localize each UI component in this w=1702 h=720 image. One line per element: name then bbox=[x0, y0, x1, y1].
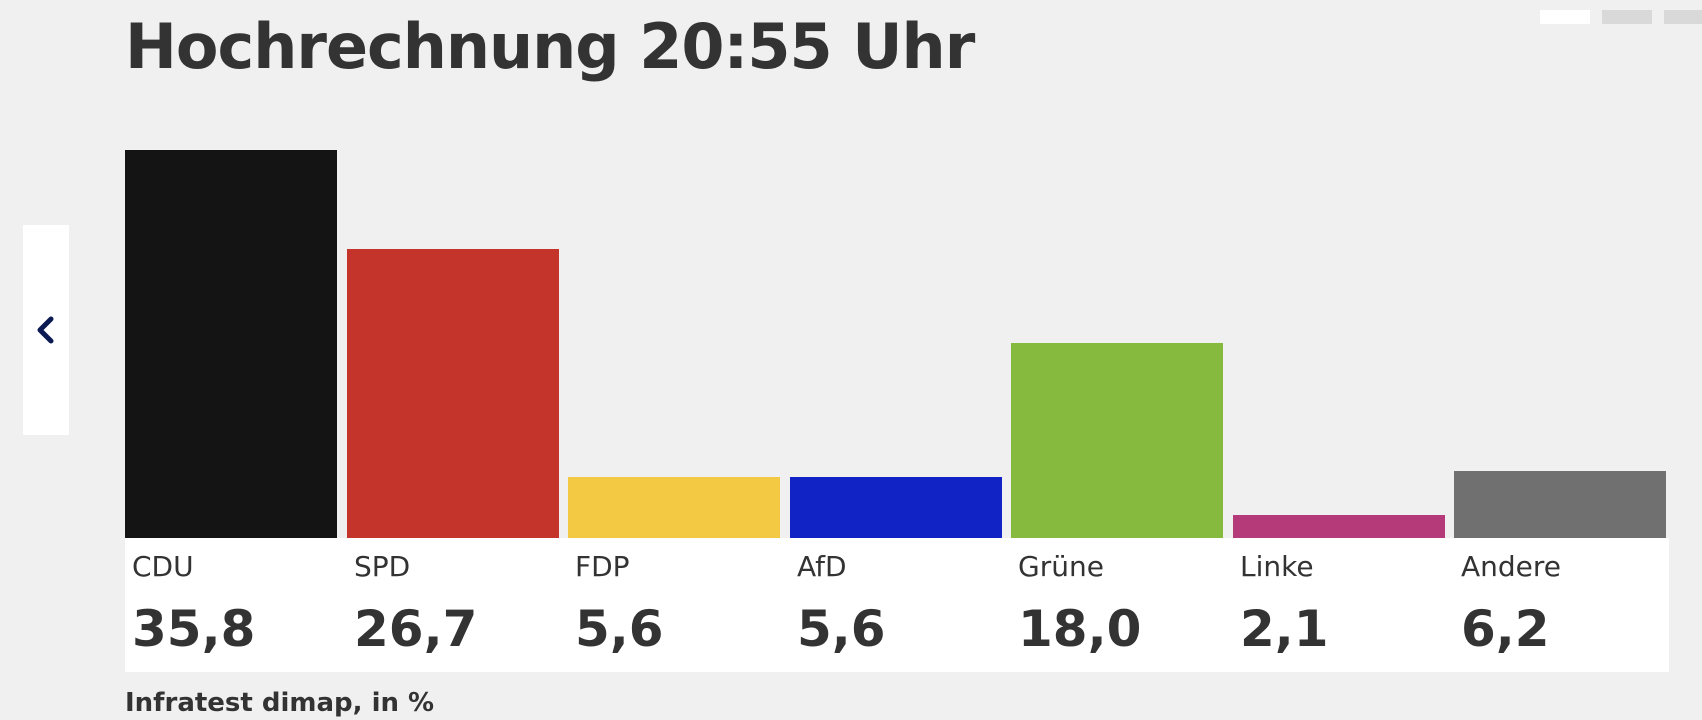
party-label-grüne: Grüne bbox=[1018, 550, 1104, 583]
previous-button[interactable] bbox=[23, 225, 69, 435]
party-value-grüne: 18,0 bbox=[1018, 600, 1142, 658]
bar-andere bbox=[1454, 471, 1666, 538]
page-title: Hochrechnung 20:55 Uhr bbox=[125, 10, 975, 83]
party-labels-panel: CDU 35,8 SPD 26,7 FDP 5,6 AfD 5,6 Grüne 18,0 Linke… bbox=[125, 538, 1669, 672]
source-note: Infratest dimap, in % bbox=[125, 688, 435, 718]
party-label-spd: SPD bbox=[354, 550, 411, 583]
party-value-afd: 5,6 bbox=[797, 600, 886, 658]
bar-linke bbox=[1233, 515, 1445, 538]
party-label-cdu: CDU bbox=[132, 550, 194, 583]
party-label-afd: AfD bbox=[797, 550, 847, 583]
bar-spd bbox=[347, 249, 559, 538]
pager-dot-1[interactable] bbox=[1540, 10, 1590, 24]
party-value-spd: 26,7 bbox=[354, 600, 478, 658]
bar-fdp bbox=[568, 477, 780, 538]
party-value-fdp: 5,6 bbox=[575, 600, 664, 658]
bar-cdu bbox=[125, 150, 337, 538]
party-label-fdp: FDP bbox=[575, 550, 630, 583]
party-label-andere: Andere bbox=[1461, 550, 1562, 583]
party-value-linke: 2,1 bbox=[1240, 600, 1329, 658]
bar-afd bbox=[790, 477, 1002, 538]
chart-svg bbox=[125, 150, 1666, 538]
bar-grüne bbox=[1011, 343, 1223, 538]
chevron-left-icon bbox=[37, 316, 54, 344]
party-label-linke: Linke bbox=[1240, 550, 1314, 583]
bar-chart bbox=[125, 150, 1669, 538]
pager-dot-2[interactable] bbox=[1602, 10, 1652, 24]
party-value-andere: 6,2 bbox=[1461, 600, 1550, 658]
pager-dot-3[interactable] bbox=[1664, 10, 1702, 24]
party-value-cdu: 35,8 bbox=[132, 600, 256, 658]
